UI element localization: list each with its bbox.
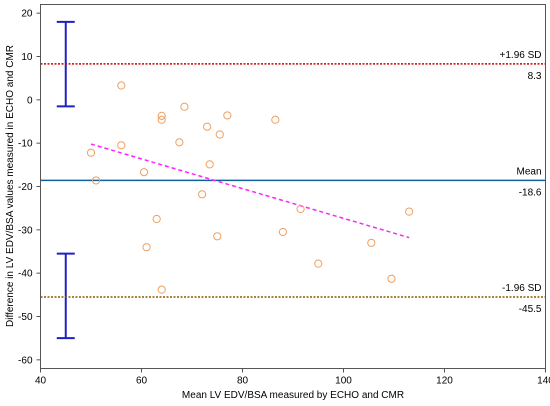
scatter-point [405, 207, 414, 216]
x-tick-label: 60 [136, 376, 148, 387]
regression-line [90, 143, 410, 239]
scatter-point [278, 227, 287, 237]
reference-line-label: +1.96 SD [500, 50, 542, 61]
x-tick-label: 120 [436, 376, 453, 387]
reference-line-value: 8.3 [528, 71, 542, 82]
x-tick-label: 40 [35, 376, 47, 387]
scatter-point [271, 115, 280, 124]
scatter-point [203, 122, 212, 131]
scatter-point [91, 176, 101, 185]
reference-line-label: Mean [516, 166, 541, 177]
reference-line-value: -18.6 [519, 187, 542, 198]
x-axis-ticks: 40 60 80 100 120 140 [35, 368, 550, 387]
scatter-point [296, 204, 305, 214]
scatter-point [213, 232, 222, 241]
regression-line-group [90, 143, 410, 239]
y-tick-label: 0 [27, 95, 33, 106]
scatter-point [367, 238, 376, 247]
scatter-point [139, 168, 149, 177]
scatter-point [215, 130, 224, 139]
scatter-point [387, 274, 396, 283]
scatter-point [117, 81, 126, 90]
scatter-point [117, 141, 126, 150]
scatter-point [314, 259, 323, 268]
scatter-point [142, 243, 151, 252]
y-axis-label: Difference in LV EDV/BSA values measured… [5, 45, 16, 327]
y-axis-ticks: 20 10 0 -10 -20 -30 -40 -50 -60 [18, 9, 41, 366]
y-tick-label: -40 [18, 269, 33, 280]
scatter-point [205, 160, 214, 169]
x-tick-label: 100 [335, 376, 352, 387]
y-tick-label: 10 [21, 52, 33, 63]
scatter-points [86, 81, 414, 294]
x-tick-label: 140 [537, 376, 550, 387]
scatter-point [180, 102, 189, 111]
y-tick-label: -30 [18, 225, 33, 236]
plot-frame [40, 4, 546, 369]
scatter-point [157, 285, 166, 294]
y-tick-label: 20 [21, 9, 33, 20]
x-axis-label: Mean LV EDV/BSA measured by ECHO and CMR [182, 390, 404, 401]
scatter-point [152, 214, 161, 224]
y-tick-label: -50 [18, 312, 33, 323]
y-tick-label: -10 [18, 139, 33, 150]
reference-lines: +1.96 SD 8.3 Mean -18.6 -1.96 SD -45.5 [40, 50, 546, 315]
scatter-point [223, 111, 232, 120]
y-tick-label: -20 [18, 182, 33, 193]
reference-line-label: -1.96 SD [502, 283, 541, 294]
scatter-point [198, 190, 207, 199]
reference-line-value: -45.5 [519, 304, 542, 315]
y-tick-label: -60 [18, 355, 33, 366]
scatter-point [157, 111, 166, 120]
scatter-point [86, 148, 96, 157]
x-tick-label: 80 [237, 376, 249, 387]
scatter-point [157, 115, 166, 124]
scatter-point [175, 138, 184, 147]
